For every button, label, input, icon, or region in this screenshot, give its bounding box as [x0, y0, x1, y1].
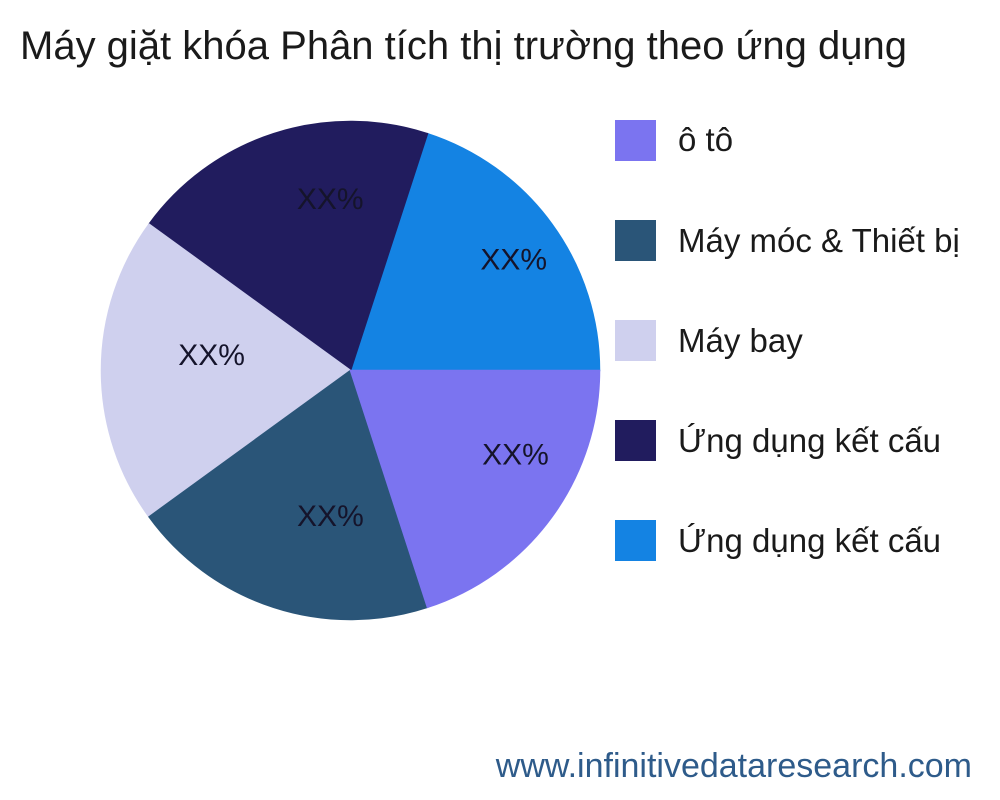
svg-text:XX%: XX%	[297, 500, 364, 533]
svg-text:XX%: XX%	[178, 339, 245, 372]
svg-text:XX%: XX%	[482, 439, 549, 472]
svg-text:XX%: XX%	[480, 244, 547, 277]
svg-text:XX%: XX%	[297, 183, 364, 216]
